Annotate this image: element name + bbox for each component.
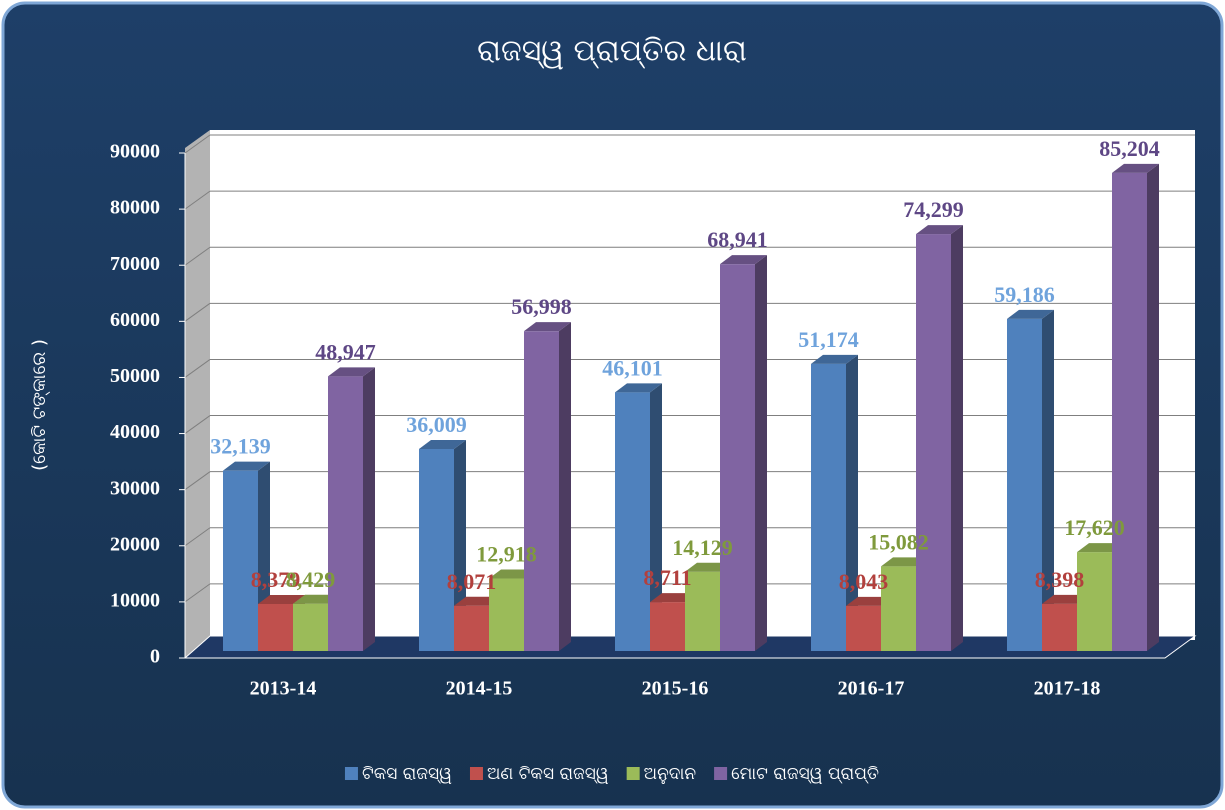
data-label: 85,204	[1099, 136, 1160, 161]
bar	[454, 605, 489, 651]
y-tick-label: 20000	[110, 533, 160, 555]
bar-side	[363, 367, 375, 651]
data-label: 68,941	[707, 227, 768, 252]
y-tick-label: 80000	[110, 197, 160, 219]
grid-line	[184, 190, 211, 210]
bar-side	[1042, 309, 1054, 651]
bar-top	[419, 439, 466, 449]
bar	[1042, 603, 1077, 651]
bar-top	[1112, 163, 1159, 173]
legend-label: ମୋଟ ରାଜସ୍ୱ ପ୍ରାପ୍ତି	[731, 764, 879, 784]
bar	[328, 376, 363, 651]
data-label: 74,299	[903, 197, 964, 222]
chart-title: ରାଜସ୍ୱ ପ୍ରାପ୍ତିର ଧାରା	[477, 34, 747, 70]
data-label: 14,129	[672, 535, 733, 560]
data-label: 8,398	[1035, 567, 1085, 592]
x-tick-label: 2014-15	[446, 678, 513, 700]
legend-label: ଟିକସ ରାଜସ୍ୱ	[362, 764, 452, 784]
grid-line	[184, 583, 211, 603]
legend-swatch	[469, 767, 483, 780]
data-label: 36,009	[406, 412, 467, 437]
bar	[650, 602, 685, 651]
bar	[223, 470, 258, 651]
data-label: 12,918	[476, 542, 537, 567]
legend-label: ଅଣ ଟିକସ ରାଜସ୍ୱ	[487, 764, 609, 784]
bar-top	[258, 594, 305, 604]
data-label: 32,139	[210, 434, 271, 459]
data-label: 59,186	[994, 282, 1055, 307]
data-label: 8,043	[839, 569, 889, 594]
x-tick-label: 2017-18	[1034, 678, 1101, 700]
grid-line	[184, 359, 211, 378]
bar	[685, 571, 720, 651]
y-tick-label: 60000	[110, 309, 160, 331]
data-label: 46,101	[602, 355, 663, 380]
x-tick-label: 2016-17	[838, 678, 905, 700]
bar-side	[650, 383, 662, 651]
data-label: 8,071	[447, 569, 497, 594]
bar	[881, 566, 916, 651]
bar	[524, 331, 559, 651]
bar-side	[951, 225, 963, 652]
bar-side	[559, 322, 571, 651]
legend-label: ଅନୁଦାନ	[644, 764, 697, 784]
grid-line	[184, 527, 211, 547]
bar-top	[615, 383, 662, 393]
y-axis-label: (କୋଟି ଟଙ୍କାରେ )	[29, 339, 50, 471]
bar	[811, 363, 846, 651]
legend-swatch	[344, 767, 358, 780]
grid-line	[184, 246, 211, 266]
bar	[615, 392, 650, 651]
bar	[846, 605, 881, 651]
bar-side	[846, 354, 858, 651]
bar	[1077, 552, 1112, 651]
bar-top	[524, 322, 571, 332]
x-tick-label: 2013-14	[250, 678, 317, 700]
bar-top	[811, 354, 858, 364]
data-label: 8,711	[643, 565, 691, 590]
data-label: 8,429	[286, 567, 336, 592]
data-label: 15,082	[868, 529, 929, 554]
y-tick-label: 40000	[110, 421, 160, 443]
data-label: 17,620	[1064, 515, 1125, 540]
bar-top	[328, 367, 375, 377]
legend-swatch	[714, 767, 728, 780]
bar-top	[1007, 309, 1054, 319]
bar	[720, 264, 755, 651]
y-tick-label: 70000	[110, 253, 160, 275]
data-label: 8,379	[251, 567, 301, 592]
bar-side	[755, 255, 767, 652]
bar	[916, 234, 951, 652]
y-tick-label: 50000	[110, 365, 160, 387]
bar-side	[454, 439, 466, 651]
bar	[1007, 318, 1042, 651]
y-tick-label: 90000	[110, 141, 160, 163]
bar	[258, 603, 293, 651]
data-label: 56,998	[511, 294, 572, 319]
bar	[293, 603, 328, 651]
legend-swatch	[626, 767, 640, 780]
bar-side	[1147, 163, 1159, 651]
grid-line	[184, 415, 211, 434]
bar	[1112, 172, 1147, 651]
y-tick-label: 30000	[110, 477, 160, 499]
data-label: 48,947	[315, 339, 376, 364]
x-tick-label: 2015-16	[642, 678, 709, 700]
y-tick-label: 10000	[110, 589, 160, 611]
bar-top	[223, 461, 270, 471]
bar-top	[720, 255, 767, 265]
bar-top	[916, 225, 963, 235]
data-label: 51,174	[798, 327, 859, 352]
grid-line	[184, 134, 211, 154]
y-tick-label: 0	[150, 646, 160, 668]
bar	[489, 578, 524, 651]
bar	[419, 448, 454, 651]
side-wall	[185, 130, 210, 658]
grid-line	[184, 471, 211, 491]
grid-line	[184, 302, 211, 322]
